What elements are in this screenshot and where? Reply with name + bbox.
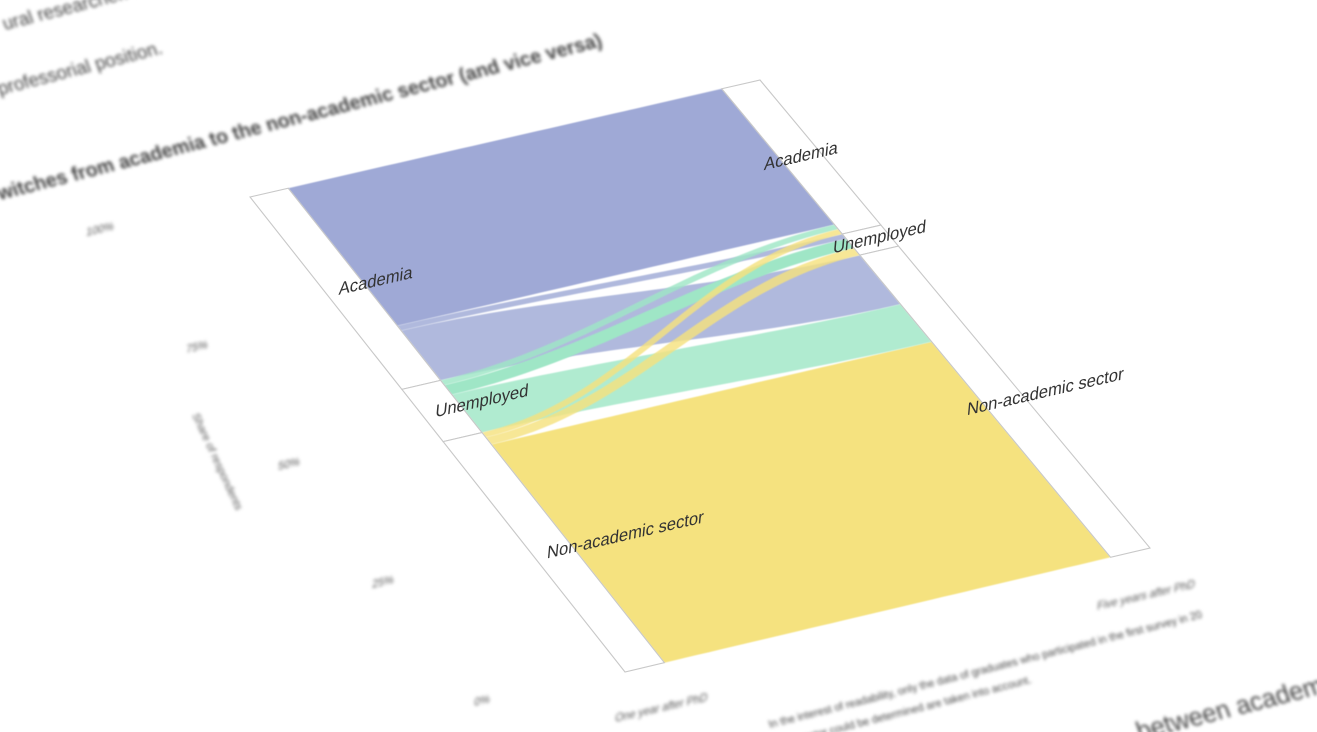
right-node-non-academic-sector bbox=[858, 245, 1151, 558]
body-text-line: ural researcher. In this bbox=[0, 0, 183, 34]
footnote-text: In the interest of readability, only the… bbox=[767, 609, 1204, 731]
y-tick-label: 100% bbox=[86, 221, 114, 240]
next-section-heading: between academi bbox=[1132, 670, 1317, 732]
y-axis-label: Share of respondents bbox=[189, 412, 245, 512]
x-axis-label: One year after PhD bbox=[615, 692, 708, 725]
flow-unemployed-to-academia bbox=[440, 224, 839, 386]
y-tick-label: 25% bbox=[372, 574, 395, 591]
flow-non-academic-sector-to-academia bbox=[482, 229, 843, 438]
left-node-non-academic-sector bbox=[442, 431, 666, 673]
y-tick-label: 0% bbox=[474, 693, 491, 709]
flow-non-academic-sector-to-unemployed bbox=[485, 248, 860, 445]
flow-academia-to-academia bbox=[288, 88, 835, 326]
x-axis-label: Five years after PhD bbox=[1097, 578, 1196, 613]
flow-non-academic-sector-to-non-academic-sector bbox=[491, 341, 1111, 663]
y-tick-label: 50% bbox=[278, 456, 301, 473]
body-text-line: professorial position. bbox=[0, 37, 165, 99]
node-layer bbox=[249, 79, 1151, 673]
flow-unemployed-to-unemployed bbox=[444, 238, 854, 395]
y-tick-label: 75% bbox=[186, 339, 209, 356]
flow-layer bbox=[288, 88, 1111, 663]
